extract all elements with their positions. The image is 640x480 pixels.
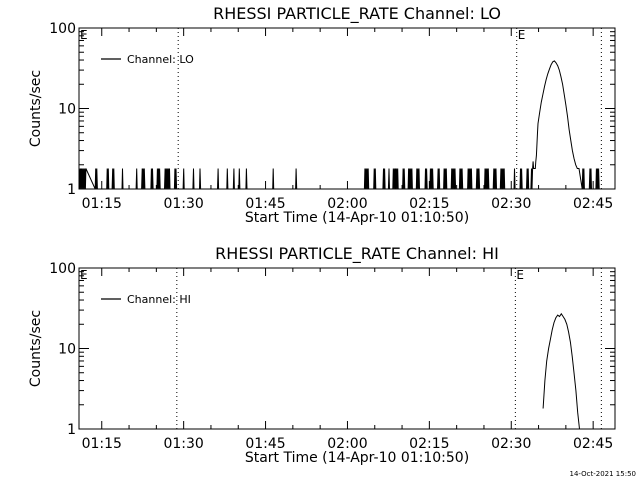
x-tick-label: 02:45: [573, 196, 613, 212]
x-tick-label: 01:30: [163, 196, 203, 212]
footer-timestamp: 14-Oct-2021 15:50: [569, 470, 636, 478]
legend-label: Channel: LO: [127, 53, 194, 66]
x-tick-label: 01:15: [82, 196, 122, 212]
legend-label: Channel: HI: [127, 293, 191, 306]
marker-label: E: [518, 28, 526, 42]
x-tick-label: 01:15: [82, 436, 122, 452]
chart-title: RHESSI PARTICLE_RATE Channel: LO: [213, 4, 501, 24]
series-line: [542, 312, 580, 430]
y-tick-label: 10: [58, 342, 76, 358]
x-tick-label: 02:00: [327, 196, 367, 212]
x-tick-label: 02:45: [573, 436, 613, 452]
y-tick-label: 1: [67, 422, 76, 438]
y-tick-label: 10: [58, 102, 76, 118]
x-tick-label: 02:30: [491, 196, 531, 212]
series-line: [78, 60, 600, 190]
chart-title: RHESSI PARTICLE_RATE Channel: HI: [215, 244, 499, 264]
y-tick-label: 100: [49, 21, 76, 37]
x-tick-label: 01:30: [163, 436, 203, 452]
x-tick-label: 01:45: [245, 196, 285, 212]
marker-label: E: [80, 268, 88, 282]
y-axis-label: Counts/sec: [28, 70, 44, 147]
x-axis-label: Start Time (14-Apr-10 01:10:50): [245, 210, 469, 226]
y-tick-label: 100: [49, 261, 76, 277]
y-axis-label: Counts/sec: [28, 310, 44, 387]
x-tick-label: 02:30: [491, 436, 531, 452]
x-tick-label: 02:00: [327, 436, 367, 452]
x-tick-label: 02:15: [409, 196, 449, 212]
x-tick-label: 01:45: [245, 436, 285, 452]
y-tick-label: 1: [67, 182, 76, 198]
x-axis-label: Start Time (14-Apr-10 01:10:50): [245, 450, 469, 466]
marker-label: E: [80, 28, 88, 42]
marker-label: E: [516, 268, 524, 282]
x-tick-label: 02:15: [409, 436, 449, 452]
